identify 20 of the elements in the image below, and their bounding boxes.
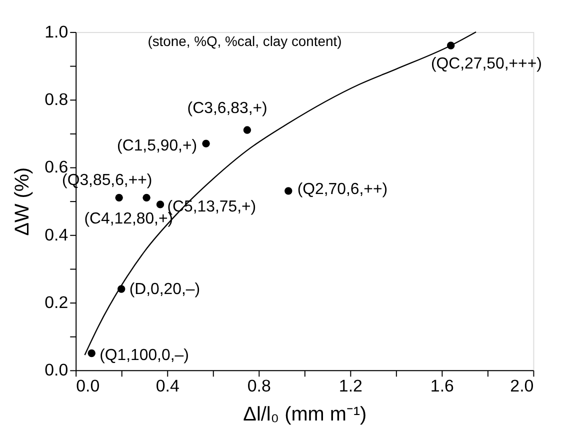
x-tick-label: 1.2 (338, 376, 362, 396)
x-tick-label: 0.4 (156, 376, 180, 396)
x-axis-title: Δl/l₀ (mm m⁻¹) (243, 403, 367, 426)
annotation: (C3,6,83,+) (187, 100, 268, 118)
x-tick-label: 1.6 (430, 376, 454, 396)
annotation: (D,0,20,–) (129, 280, 200, 298)
y-tick-label: 1.0 (44, 22, 68, 42)
annotation: (QC,27,50,+++) (430, 55, 542, 72)
y-axis-title: ΔW (%) (12, 167, 34, 236)
x-tick-label: 0.0 (76, 376, 100, 396)
annotation: (C1,5,90,+) (117, 138, 198, 155)
annotation: (Q2,70,6,++) (297, 180, 388, 198)
y-tick-label: 0.0 (44, 360, 68, 380)
y-tick-label: 0.4 (44, 225, 68, 244)
annotation: (Q1,100,0,–) (100, 347, 189, 364)
y-tick-label: 0.2 (44, 293, 68, 312)
x-tick-label: 0.8 (247, 376, 271, 396)
x-tick-label: 2.0 (510, 376, 534, 396)
annotation: (stone, %Q, %cal, clay content) (148, 32, 342, 49)
y-tick-label: 0.8 (44, 90, 68, 110)
